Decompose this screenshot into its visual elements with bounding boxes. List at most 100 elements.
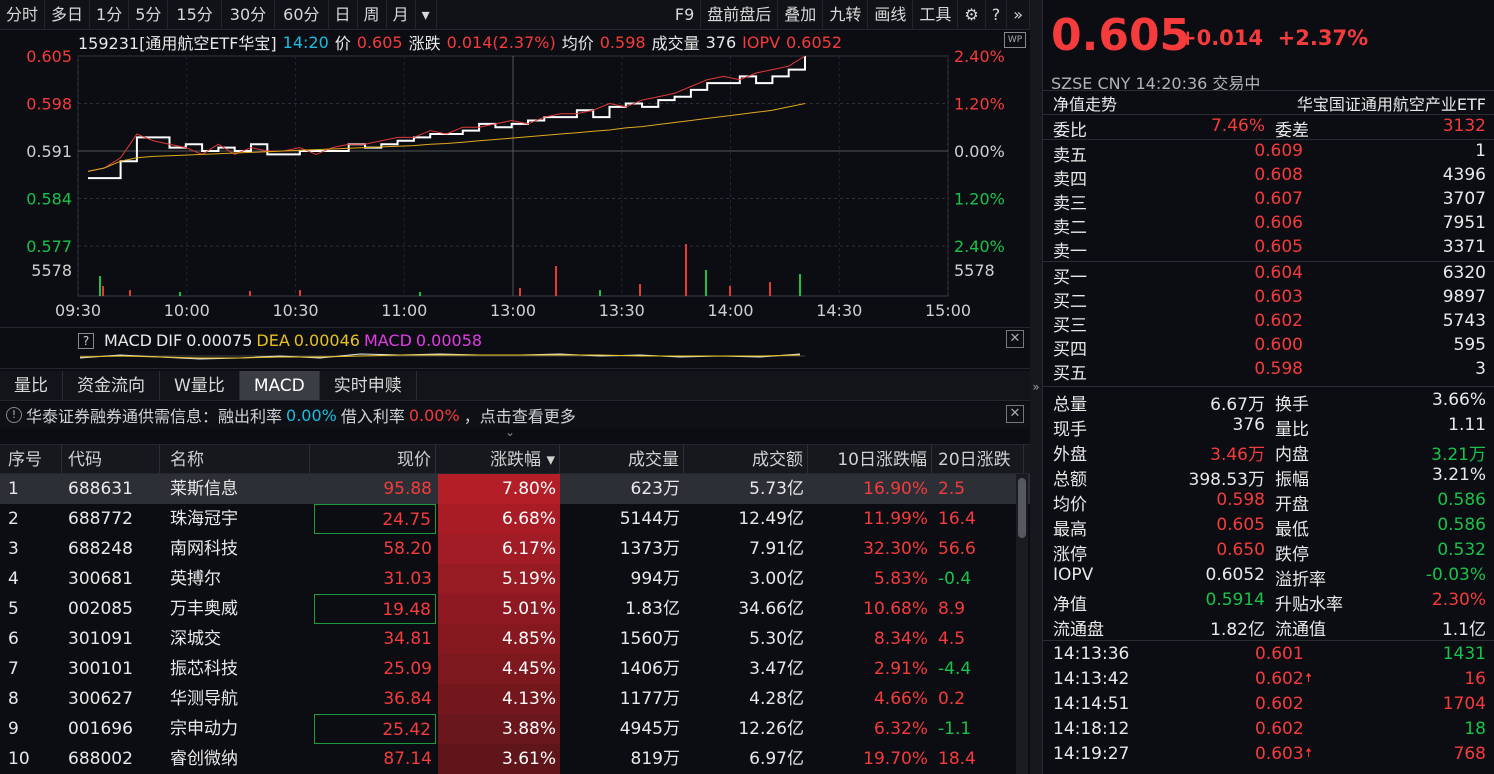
header-idx[interactable]: 序号 <box>4 445 62 475</box>
tab-2[interactable]: W量比 <box>160 371 240 400</box>
header-pct[interactable]: 涨跌幅 ▾ <box>438 445 560 475</box>
tool-button-2[interactable]: 叠加 <box>778 0 824 30</box>
cell-pct: 4.13% <box>438 684 560 714</box>
period-button-8[interactable]: 周 <box>358 0 387 30</box>
wp-icon[interactable]: WP <box>1004 32 1026 48</box>
ask-label: 卖二 <box>1053 218 1087 238</box>
period-button-7[interactable]: 日 <box>329 0 358 30</box>
tab-3[interactable]: MACD <box>239 371 320 400</box>
macd-close-icon[interactable]: ✕ <box>1006 330 1024 348</box>
bid-volume: 5743 <box>1442 311 1486 331</box>
table-row[interactable]: 3 688248 南网科技 58.20 6.17% 1373万 7.91亿 32.30% 56.… <box>0 534 1030 564</box>
ask-price[interactable]: 0.605 <box>1254 237 1303 257</box>
ask-price[interactable]: 0.609 <box>1254 141 1303 161</box>
table-scrollbar[interactable] <box>1016 474 1028 774</box>
collapse-arrow-icon[interactable]: » <box>1032 380 1040 394</box>
cell-idx: 7 <box>8 659 19 679</box>
cell-vol: 1177万 <box>619 689 680 709</box>
margin-notice[interactable]: ! 华泰证券融券通供需信息：融出利率 0.00% 借入利率 0.00% ，点击查… <box>0 402 1030 428</box>
table-row[interactable]: 10 688002 睿创微纳 87.14 3.61% 819万 6.97亿 19.70% 18.… <box>0 744 1030 774</box>
scrollbar-thumb[interactable] <box>1018 478 1026 538</box>
cell-price: 34.81 <box>383 629 432 649</box>
table-row[interactable]: 7 300101 振芯科技 25.09 4.45% 1406万 3.47亿 2.91% -4.4 <box>0 654 1030 684</box>
market-status: SZSE CNY 14:20:36 交易中 <box>1051 74 1261 93</box>
table-row[interactable]: 4 300681 英搏尔 31.03 5.19% 994万 3.00亿 5.83% -0.4 <box>0 564 1030 594</box>
period-button-5[interactable]: 30分 <box>222 0 276 30</box>
stat-label: 现手 <box>1053 420 1087 440</box>
macd-help-icon[interactable]: ? <box>78 333 94 349</box>
nav-trend-link[interactable]: 净值走势 <box>1053 95 1118 114</box>
bid-price[interactable]: 0.598 <box>1254 359 1303 379</box>
header-d20[interactable]: 20日涨跌 <box>934 445 1024 475</box>
tick-volume: 18 <box>1464 719 1486 739</box>
tool-button-4[interactable]: 画线 <box>868 0 914 30</box>
tool-button-0[interactable]: F9 <box>669 0 702 30</box>
gear-icon[interactable]: ⚙ <box>958 0 986 30</box>
cell-d20: -0.4 <box>938 569 972 589</box>
indicator-tabs: 量比 资金流向 W量比 MACD 实时申赎 <box>0 371 1030 401</box>
intraday-chart[interactable]: 0.605 2.40% 0.598 1.20% 0.591 0.00% 0.584 1.20%… <box>0 30 1030 326</box>
notice-mid: 借入利率 <box>340 407 405 426</box>
bid-price[interactable]: 0.600 <box>1254 335 1303 355</box>
y-right-tick-0: 2.40% <box>954 47 1005 66</box>
header-amt[interactable]: 成交额 <box>686 445 808 475</box>
help-icon[interactable]: ? <box>986 0 1008 30</box>
header-vol[interactable]: 成交量 <box>562 445 684 475</box>
tool-button-3[interactable]: 九转 <box>823 0 869 30</box>
bid-price[interactable]: 0.603 <box>1254 287 1303 307</box>
tick-volume: 768 <box>1453 744 1486 764</box>
tool-button-1[interactable]: 盘前盘后 <box>701 0 779 30</box>
header-code[interactable]: 代码 <box>64 445 160 475</box>
ask-price[interactable]: 0.607 <box>1254 189 1303 209</box>
cell-amt: 4.28亿 <box>749 689 804 709</box>
notice-close-icon[interactable]: ✕ <box>1006 405 1024 423</box>
cell-vol: 994万 <box>630 569 680 589</box>
quote-time: 14:20 <box>282 32 329 52</box>
table-row[interactable]: 6 301091 深城交 34.81 4.85% 1560万 5.30亿 8.34% 4.5 <box>0 624 1030 654</box>
tab-4[interactable]: 实时申赎 <box>320 371 417 400</box>
double-chevron-right-icon[interactable]: » <box>1007 0 1030 30</box>
tool-button-5[interactable]: 工具 <box>913 0 959 30</box>
change-label: 涨跌 <box>408 34 441 53</box>
cell-d10: 6.32% <box>873 719 928 739</box>
tick-price: 0.602 <box>1255 719 1304 739</box>
cell-name: 深城交 <box>170 629 221 649</box>
table-row[interactable]: 1 688631 莱斯信息 95.88 7.80% 623万 5.73亿 16.90% 2.5 <box>0 474 1030 504</box>
ask-price[interactable]: 0.606 <box>1254 213 1303 233</box>
ask-volume: 3707 <box>1442 189 1486 209</box>
cell-code: 301091 <box>68 629 133 649</box>
table-row[interactable]: 9 001696 宗申动力 25.42 3.88% 4945万 12.26亿 6.32% -1.… <box>0 714 1030 744</box>
table-row[interactable]: 8 300627 华测导航 36.84 4.13% 1177万 4.28亿 4.66% 0.2 <box>0 684 1030 714</box>
table-row[interactable]: 5 002085 万丰奥威 19.48 5.01% 1.83亿 34.66亿 10.68% 8.… <box>0 594 1030 624</box>
stat-value: 0.605 <box>1216 515 1265 535</box>
period-button-6[interactable]: 60分 <box>275 0 329 30</box>
tab-1[interactable]: 资金流向 <box>63 371 160 400</box>
header-name[interactable]: 名称 <box>166 445 310 475</box>
period-button-10[interactable]: ▾ <box>416 0 437 30</box>
cell-pct: 7.80% <box>438 474 560 504</box>
period-button-9[interactable]: 月 <box>387 0 416 30</box>
bid-label: 买四 <box>1053 340 1087 360</box>
cell-idx: 1 <box>8 479 19 499</box>
tab-0[interactable]: 量比 <box>0 371 63 400</box>
cell-d10: 8.34% <box>873 629 928 649</box>
y-right-tick-4: 2.40% <box>954 237 1005 256</box>
x-tick-4: 13:00 <box>490 301 536 320</box>
period-button-4[interactable]: 15分 <box>168 0 222 30</box>
header-price[interactable]: 现价 <box>314 445 436 475</box>
period-button-0[interactable]: 分时 <box>0 0 46 30</box>
bid-price[interactable]: 0.604 <box>1254 263 1303 283</box>
table-row[interactable]: 2 688772 珠海冠宇 24.75 6.68% 5144万 12.49亿 11.99% 16… <box>0 504 1030 534</box>
period-button-2[interactable]: 1分 <box>90 0 130 30</box>
period-button-3[interactable]: 5分 <box>129 0 169 30</box>
ask-price[interactable]: 0.608 <box>1254 165 1303 185</box>
period-button-1[interactable]: 多日 <box>45 0 91 30</box>
cell-d20: 8.9 <box>938 599 966 619</box>
panel-splitter[interactable]: » <box>1030 0 1042 774</box>
bid-price[interactable]: 0.602 <box>1254 311 1303 331</box>
header-d10[interactable]: 10日涨跌幅 <box>810 445 932 475</box>
ask-volume: 1 <box>1475 141 1486 161</box>
notice-text: 华泰证券融券通供需信息：融出利率 <box>26 407 283 426</box>
expand-chevron-icon[interactable]: ⌄ <box>505 425 516 439</box>
weibi-label: 委比 <box>1053 121 1087 141</box>
